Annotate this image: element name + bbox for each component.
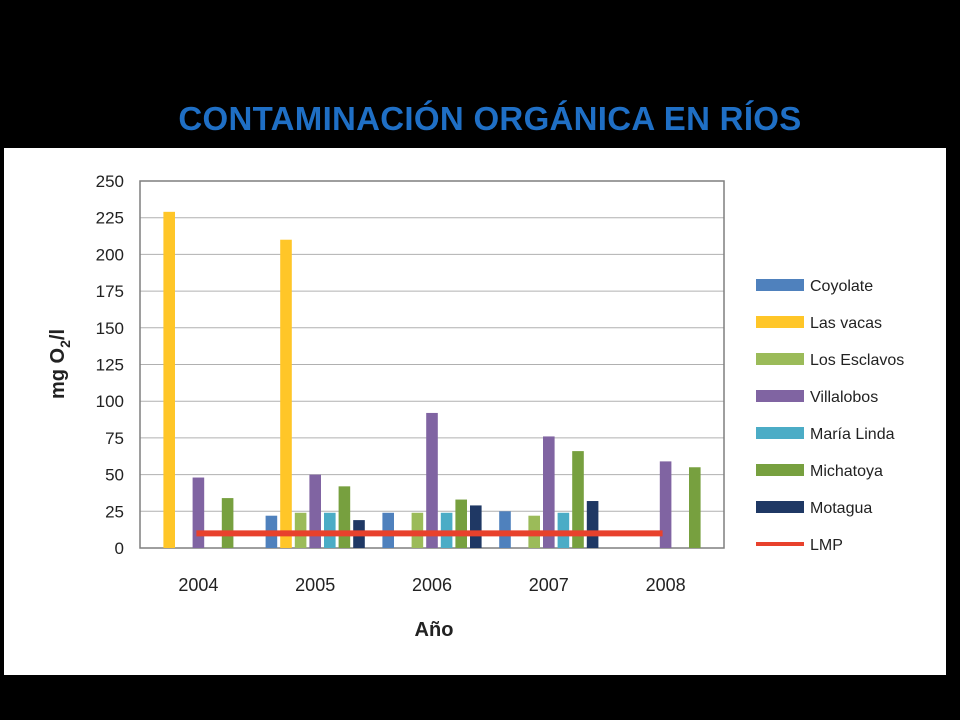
- y-tick-label: 150: [96, 319, 124, 338]
- y-tick-label: 125: [96, 356, 124, 375]
- legend-swatch: [756, 316, 804, 328]
- legend-swatch: [756, 353, 804, 365]
- x-tick-label: 2005: [295, 575, 335, 595]
- legend-label: Los Esclavos: [810, 352, 904, 369]
- y-tick-label: 0: [115, 539, 124, 558]
- bar-motagua-2006: [470, 505, 482, 548]
- bar-michatoya-2004: [221, 498, 234, 548]
- x-tick-label: 2004: [178, 575, 218, 595]
- legend-swatch: [756, 464, 804, 476]
- bar-villalobos-2008: [659, 461, 672, 548]
- legend-swatch: [756, 501, 804, 513]
- slide-title: CONTAMINACIÓN ORGÁNICA EN RÍOS: [178, 100, 802, 137]
- y-tick-label: 225: [96, 209, 124, 228]
- x-axis-label: Año: [415, 619, 454, 641]
- x-tick-label: 2007: [529, 575, 569, 595]
- x-tick-labels: 2004 2005 2006 2007 2008: [178, 575, 685, 595]
- bar-michatoya-2006: [455, 499, 467, 548]
- y-axis-label-part-3: /l: [47, 329, 69, 340]
- legend-swatch-lmp: [756, 542, 804, 546]
- y-tick-label: 175: [96, 282, 124, 301]
- bar-las-vacas-2005: [280, 239, 292, 548]
- bar-michatoya-2008: [689, 467, 701, 548]
- bar-michatoya-2007: [572, 451, 584, 548]
- bar-motagua-2007: [586, 501, 599, 548]
- legend-label: Motagua: [810, 500, 872, 517]
- y-tick-label: 25: [105, 502, 124, 521]
- y-tick-label: 100: [96, 392, 124, 411]
- chart-panel: 0 25 50 75 100 125 150 175 200 225 250 2004 2005 200…: [4, 148, 946, 675]
- legend-label: Villalobos: [810, 389, 878, 406]
- bar-coyolate-2007: [499, 511, 511, 548]
- legend-label: Michatoya: [810, 463, 883, 480]
- y-axis-label-part-1: mg O: [47, 348, 69, 399]
- bar-villalobos-2007: [543, 436, 555, 548]
- legend-swatch: [756, 427, 804, 439]
- y-tick-label: 75: [105, 429, 124, 448]
- legend-swatch: [756, 390, 804, 402]
- legend-label: Las vacas: [810, 315, 882, 332]
- legend-label: María Linda: [810, 426, 895, 443]
- legend-label: LMP: [810, 537, 843, 554]
- bar-las-vacas-2004: [163, 211, 175, 548]
- x-tick-label: 2006: [412, 575, 452, 595]
- y-tick-label: 200: [96, 245, 124, 264]
- legend-label: Coyolate: [810, 278, 873, 295]
- bars: [163, 211, 701, 548]
- y-axis-label-subscript: 2: [57, 340, 73, 348]
- y-axis-label: mg O2/l: [47, 329, 73, 399]
- bar-villalobos-2005: [309, 474, 321, 548]
- y-tick-label: 250: [96, 172, 124, 191]
- bar-villalobos-2004: [192, 477, 205, 548]
- legend: Coyolate Las vacas Los Esclavos Villalobos M…: [756, 278, 904, 554]
- bar-villalobos-2006: [426, 412, 438, 548]
- y-tick-label: 50: [105, 466, 124, 485]
- legend-swatch: [756, 279, 804, 291]
- bar-michatoya-2005: [338, 486, 351, 548]
- x-tick-label: 2008: [646, 575, 686, 595]
- y-tick-labels: 0 25 50 75 100 125 150 175 200 225 250: [96, 172, 124, 558]
